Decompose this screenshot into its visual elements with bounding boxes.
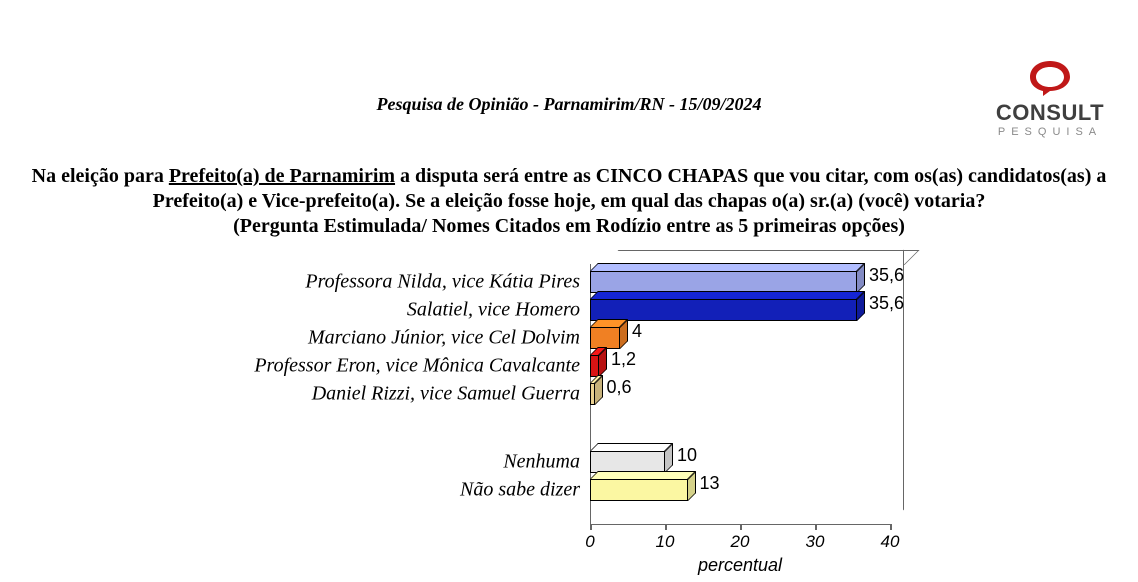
category-label: Daniel Rizzi, vice Samuel Guerra: [30, 383, 580, 406]
category-label: Professora Nilda, vice Kátia Pires: [30, 271, 580, 294]
x-tick: [890, 524, 892, 530]
header-subtitle: Pesquisa de Opinião - Parnamirim/RN - 15…: [0, 94, 1138, 115]
bar: 35,6: [590, 271, 857, 293]
x-tick-label: 10: [656, 532, 675, 552]
survey-question: Na eleição para Prefeito(a) de Parnamiri…: [20, 164, 1118, 239]
bar: 1,2: [590, 355, 599, 377]
bar-value-label: 4: [632, 321, 642, 342]
bar: 35,6: [590, 299, 857, 321]
bar-value-label: 10: [677, 445, 697, 466]
x-tick: [740, 524, 742, 530]
bar: 4: [590, 327, 620, 349]
category-label: Marciano Júnior, vice Cel Dolvim: [30, 327, 580, 350]
brand-logo: CONSULT PESQUISA: [990, 58, 1110, 138]
bar-value-label: 1,2: [611, 349, 636, 370]
question-line2: Prefeito(a) e Vice-prefeito(a). Se a ele…: [153, 190, 986, 212]
logo-subtitle: PESQUISA: [990, 126, 1110, 138]
logo-word: CONSULT: [990, 100, 1110, 126]
question-prefix: Na eleição para: [32, 165, 169, 187]
x-tick-label: 30: [806, 532, 825, 552]
bar-value-label: 0,6: [607, 377, 632, 398]
category-label: Não sabe dizer: [30, 479, 580, 502]
bar: 13: [590, 479, 688, 501]
x-tick: [815, 524, 817, 530]
x-tick: [590, 524, 592, 530]
bar: 10: [590, 451, 665, 473]
bar-value-label: 13: [700, 473, 720, 494]
x-axis-title: percentual: [590, 555, 890, 576]
x-tick: [665, 524, 667, 530]
category-label: Nenhuma: [30, 451, 580, 474]
speech-bubble-icon: [1026, 58, 1074, 98]
question-line3: (Pergunta Estimulada/ Nomes Citados em R…: [233, 215, 905, 237]
poll-bar-chart: Professora Nilda, vice Kátia Pires Salati…: [30, 264, 1108, 564]
x-tick-label: 20: [731, 532, 750, 552]
x-tick-label: 40: [881, 532, 900, 552]
question-underlined: Prefeito(a) de Parnamirim: [169, 165, 395, 187]
question-rest1: a disputa será entre as CINCO CHAPAS que…: [395, 165, 1106, 187]
chart-plot-area: percentual 35,635,641,20,61013010203040: [590, 264, 890, 524]
category-label: Salatiel, vice Homero: [30, 299, 580, 322]
x-tick-label: 0: [585, 532, 594, 552]
bar-value-label: 35,6: [869, 265, 904, 286]
bar-value-label: 35,6: [869, 293, 904, 314]
category-label: Professor Eron, vice Mônica Cavalcante: [30, 355, 580, 378]
bar: 0,6: [590, 383, 595, 405]
